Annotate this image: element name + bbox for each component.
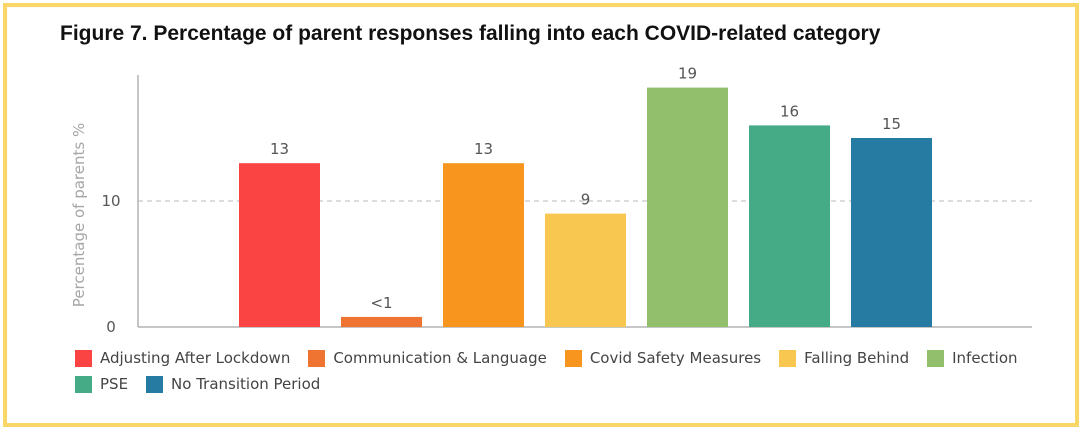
legend-row: PSE No Transition Period — [75, 375, 1055, 393]
legend-label: Covid Safety Measures — [589, 349, 762, 367]
legend-swatch — [308, 349, 326, 367]
legend: Adjusting After Lockdown Communication & … — [75, 349, 1055, 401]
legend-swatch — [75, 349, 92, 367]
data-label: 16 — [780, 102, 799, 120]
legend-item: No Transition Period — [146, 375, 320, 393]
legend-label: No Transition Period — [171, 375, 321, 393]
legend-swatch — [75, 375, 92, 393]
data-label: 19 — [678, 65, 697, 83]
legend-item: Falling Behind — [779, 349, 909, 367]
legend-label: PSE — [100, 375, 129, 393]
legend-row: Adjusting After Lockdown Communication & … — [75, 349, 1055, 367]
y-tick-label: 0 — [106, 318, 116, 336]
legend-item: Adjusting After Lockdown — [75, 349, 290, 367]
data-label: 13 — [474, 140, 493, 158]
figure-title: Figure 7. Percentage of parent responses… — [60, 22, 881, 45]
bar-5 — [647, 87, 728, 327]
bar-4 — [545, 213, 626, 327]
legend-swatch — [779, 349, 797, 367]
legend-label: Falling Behind — [804, 349, 910, 367]
data-label: 15 — [882, 115, 901, 133]
y-tick-label: 10 — [101, 192, 120, 210]
legend-item: Infection — [927, 349, 1018, 367]
data-label: 13 — [270, 140, 289, 158]
bar-7 — [851, 138, 932, 327]
legend-item: Communication & Language — [308, 349, 547, 367]
bar-2 — [341, 316, 422, 327]
data-label: 9 — [581, 191, 591, 209]
legend-swatch — [927, 349, 945, 367]
legend-label: Adjusting After Lockdown — [100, 349, 291, 367]
bar-3 — [443, 163, 524, 327]
legend-item: Covid Safety Measures — [564, 349, 762, 367]
legend-label: Communication & Language — [333, 349, 547, 367]
legend-swatch — [146, 375, 164, 393]
bar-1 — [239, 163, 320, 327]
bar-6 — [749, 125, 830, 328]
y-axis-title: Percentage of parents % — [70, 123, 88, 307]
legend-label: Infection — [952, 349, 1018, 367]
legend-swatch — [564, 349, 582, 367]
legend-item: PSE — [75, 375, 128, 393]
data-label: <1 — [370, 294, 392, 312]
